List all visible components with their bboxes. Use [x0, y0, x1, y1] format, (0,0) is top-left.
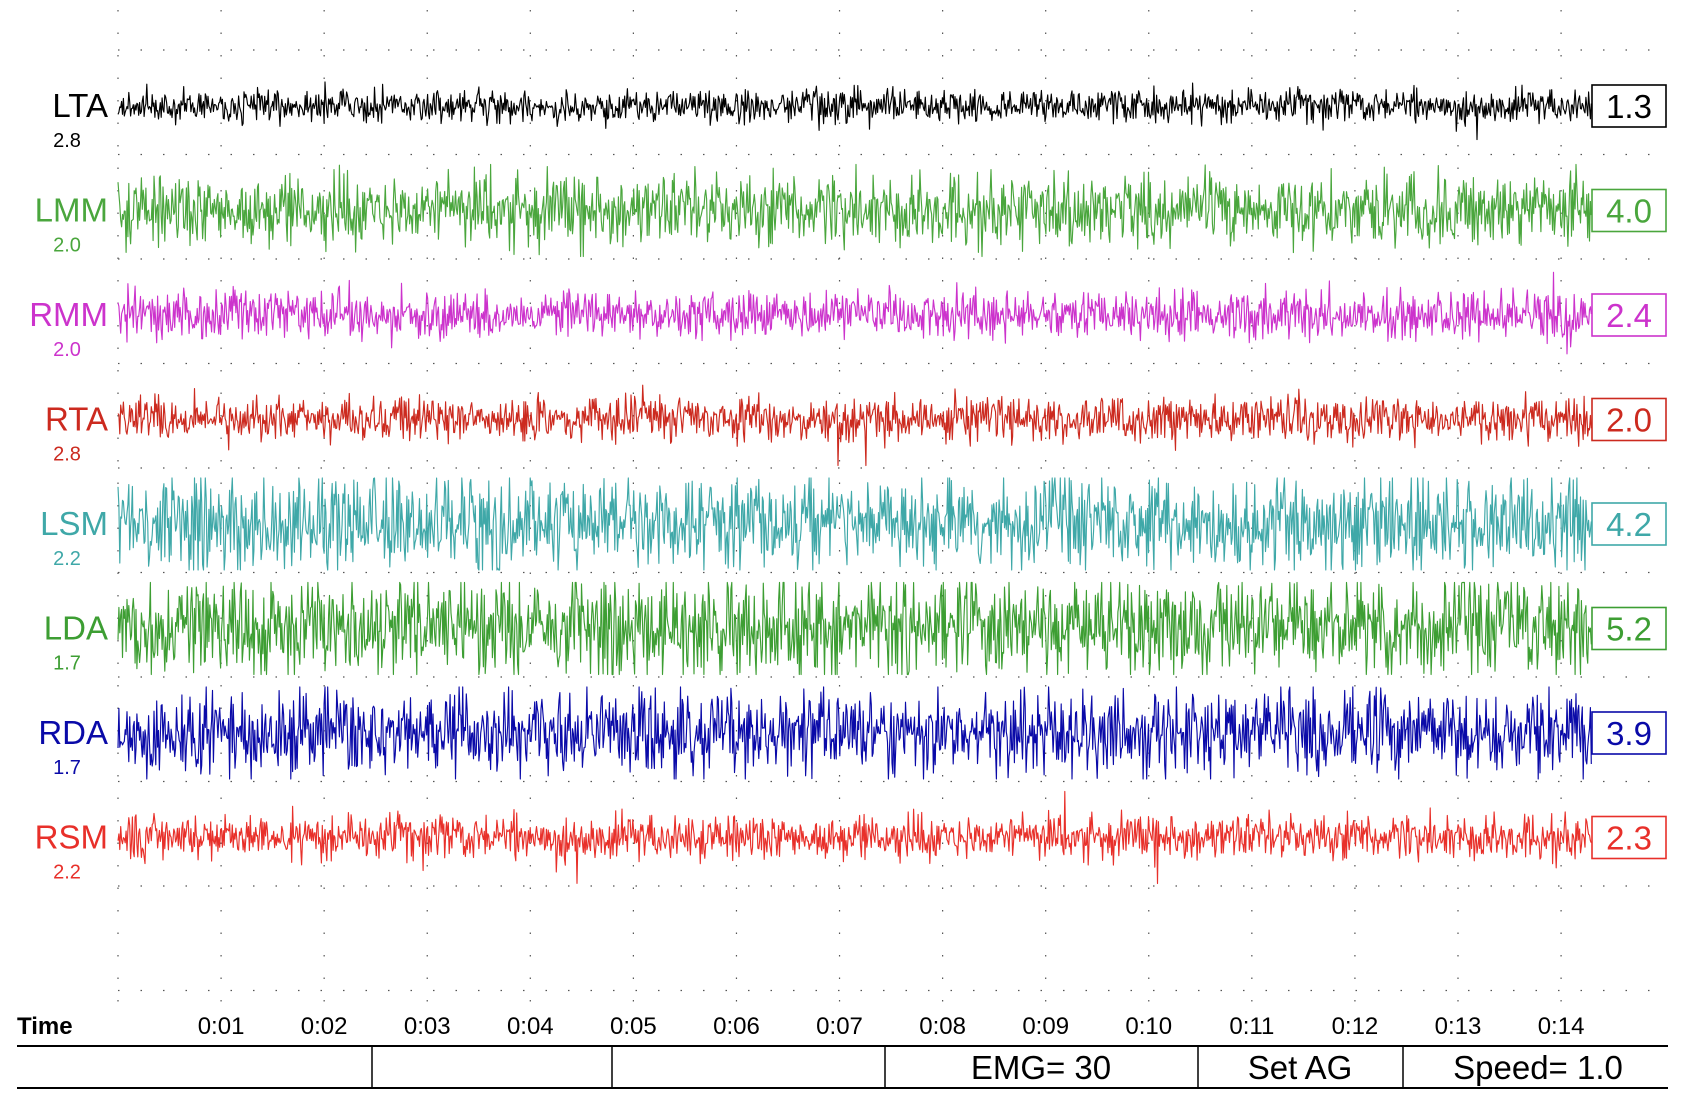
status-cell-empty-3[interactable]: [612, 1046, 885, 1088]
channel-value-lda: 5.2: [1606, 611, 1652, 648]
trace-rmm: [117, 271, 1592, 355]
value-box-rta: 2.0: [1591, 397, 1667, 442]
channel-name-rsm: RSM: [35, 819, 108, 856]
channel-name-lsm: LSM: [40, 505, 108, 542]
value-box-lsm: 4.2: [1591, 502, 1667, 546]
channel-gain-rmm: 2.0: [53, 339, 81, 361]
x-tick-label: 0:12: [1332, 1013, 1379, 1040]
x-tick-label: 0:01: [198, 1013, 245, 1040]
x-tick-label: 0:08: [919, 1013, 966, 1040]
channel-value-rmm: 2.4: [1606, 297, 1652, 334]
trace-rda: [117, 686, 1592, 780]
status-cell-empty-2[interactable]: [372, 1046, 612, 1088]
status-bar: EMG= 30 Set AG Speed= 1.0: [17, 1045, 1668, 1089]
trace-rta: [117, 384, 1592, 467]
time-axis: Time 0:01 0:02 0:03 0:04 0:05 0:06 0:07 0:08 0:0…: [17, 1013, 1584, 1040]
x-tick-label: 0:04: [507, 1013, 554, 1040]
trace-lmm: [117, 163, 1592, 258]
emg-setting-button[interactable]: EMG= 30: [885, 1046, 1198, 1088]
channel-name-lmm: LMM: [35, 192, 108, 229]
channel-gain-lsm: 2.2: [53, 548, 81, 570]
x-tick-label: 0:11: [1229, 1013, 1274, 1040]
channel-gain-rta: 2.8: [53, 444, 81, 466]
channel-name-lta: LTA: [52, 87, 108, 124]
channel-value-rsm: 2.3: [1606, 820, 1652, 857]
trace-lta: [117, 81, 1592, 141]
trace-lda: [117, 581, 1592, 676]
x-tick-label: 0:13: [1435, 1013, 1482, 1040]
value-box-lda: 5.2: [1591, 606, 1667, 651]
speed-setting-label: Speed= 1.0: [1453, 1049, 1623, 1086]
value-box-lmm: 4.0: [1591, 188, 1667, 233]
channel-value-rta: 2.0: [1606, 402, 1652, 439]
set-ag-label: Set AG: [1248, 1049, 1353, 1086]
channel-gain-lda: 1.7: [53, 653, 81, 675]
trace-rsm: [117, 790, 1592, 885]
channel-name-rta: RTA: [45, 401, 108, 438]
channel-gain-lta: 2.8: [53, 130, 81, 152]
x-tick-label: 0:14: [1538, 1013, 1585, 1040]
set-ag-button[interactable]: Set AG: [1198, 1046, 1403, 1088]
channel-gain-lmm: 2.0: [53, 235, 81, 257]
emg-setting-label: EMG= 30: [971, 1049, 1111, 1086]
channel-value-lta: 1.3: [1606, 88, 1652, 125]
x-tick-label: 0:03: [404, 1013, 451, 1040]
channel-value-rda: 3.9: [1606, 715, 1652, 752]
x-axis-label: Time: [17, 1013, 73, 1040]
speed-setting-button[interactable]: Speed= 1.0: [1403, 1046, 1668, 1088]
traces: [117, 81, 1592, 885]
trace-lsm: [117, 477, 1592, 571]
x-tick-label: 0:10: [1125, 1013, 1172, 1040]
value-box-rsm: 2.3: [1591, 815, 1667, 860]
x-tick-label: 0:02: [301, 1013, 348, 1040]
channel-gain-rsm: 2.2: [53, 862, 81, 884]
channel-name-lda: LDA: [44, 610, 108, 647]
channel-gain-rda: 1.7: [53, 757, 81, 779]
channel-value-boxes: 1.3 4.0 2.4 2.0 4.2 5.2 3.9 2.3: [1591, 84, 1667, 860]
value-box-rda: 3.9: [1591, 711, 1667, 755]
channel-value-lmm: 4.0: [1606, 193, 1652, 230]
channel-labels: LTA 2.8 LMM 2.0 RMM 2.0 RTA 2.8 LSM 2.2 LDA 1.7 RDA 1…: [29, 87, 108, 884]
channel-value-lsm: 4.2: [1606, 506, 1652, 543]
channel-name-rmm: RMM: [29, 296, 108, 333]
value-box-lta: 1.3: [1591, 84, 1667, 128]
x-tick-label: 0:05: [610, 1013, 657, 1040]
status-cell-empty-1[interactable]: [17, 1046, 372, 1088]
x-tick-label: 0:07: [816, 1013, 863, 1040]
channel-name-rda: RDA: [38, 714, 108, 751]
x-tick-label: 0:09: [1022, 1013, 1069, 1040]
x-tick-label: 0:06: [713, 1013, 760, 1040]
value-box-rmm: 2.4: [1591, 293, 1667, 337]
